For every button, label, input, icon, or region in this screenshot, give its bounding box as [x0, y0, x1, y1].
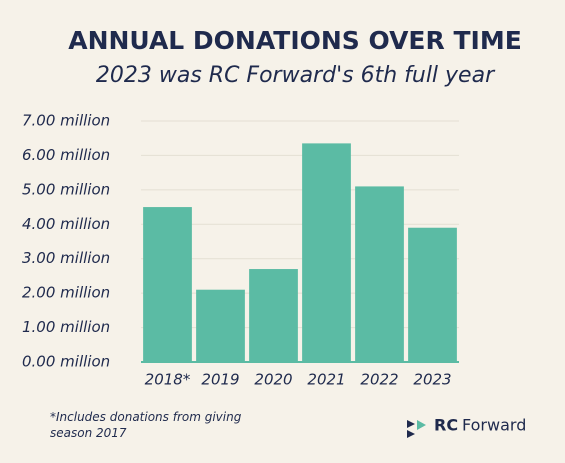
x-tick-label: 2018* [145, 371, 191, 389]
bar [249, 269, 298, 362]
y-tick-label: 4.00 million [22, 215, 110, 233]
y-tick-label: 2.00 million [22, 284, 110, 302]
y-tick-label: 6.00 million [22, 146, 110, 164]
y-tick-label: 5.00 million [22, 180, 110, 198]
chart-title: ANNUAL DONATIONS OVER TIME [68, 26, 522, 55]
x-tick-label: 2023 [413, 371, 451, 389]
y-tick-label: 3.00 million [22, 249, 110, 267]
footnote: *Includes donations from giving season 2… [50, 410, 242, 440]
x-tick-label: 2019 [201, 371, 239, 389]
logo-icon [407, 420, 415, 428]
x-tick-label: 2022 [360, 371, 398, 389]
logo-bold: RC [434, 416, 458, 435]
bar [302, 143, 351, 362]
logo-icon [407, 430, 415, 438]
chart-subtitle: 2023 was RC Forward's 6th full year [96, 63, 496, 88]
bar [143, 207, 192, 362]
bar [196, 289, 245, 362]
bar [355, 186, 404, 362]
x-tick-label: 2020 [254, 371, 292, 389]
y-tick-label: 7.00 million [22, 112, 110, 130]
bar [408, 227, 457, 362]
x-tick-label: 2021 [307, 371, 345, 389]
y-tick-label: 1.00 million [22, 318, 110, 336]
logo-text: Forward [462, 416, 526, 435]
y-tick-label: 0.00 million [22, 353, 110, 371]
logo-icon [417, 420, 426, 430]
logo: RC Forward [407, 416, 526, 438]
